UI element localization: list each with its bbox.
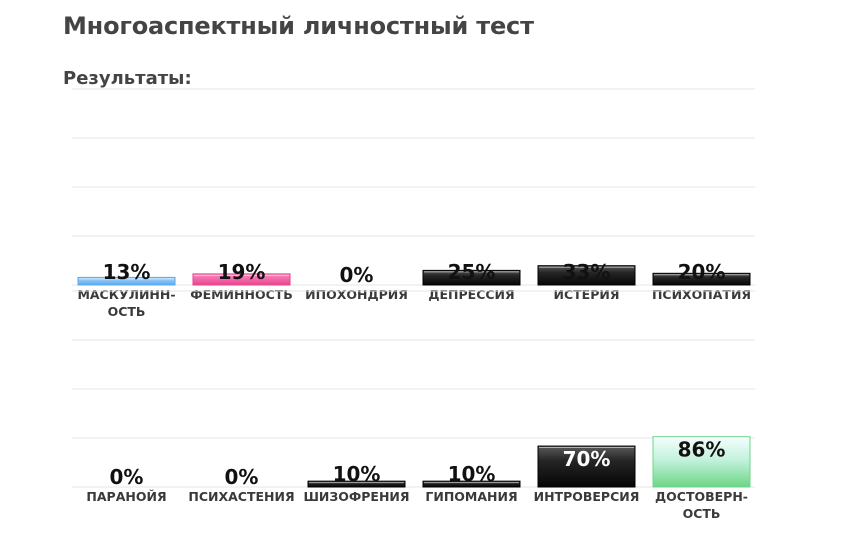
bar: [537, 445, 636, 488]
category-label: ПСИХОПАТИЯ: [652, 287, 751, 302]
bar: [422, 269, 521, 286]
value-label: 0%: [225, 465, 259, 489]
bar: [192, 273, 291, 286]
bar: [537, 265, 636, 286]
chart-panel-bottom: 0%ПАРАНОЙЯ0%ПСИХАСТЕНИЯ10%ШИЗОФРЕНИЯ10%Г…: [72, 290, 755, 521]
chart-panel-top: 13% МАСКУЛИНН-ОСТЬ 19% ФЕМИННОСТЬ 0%ИПОХОНДР…: [72, 88, 755, 319]
bar: [422, 480, 521, 488]
category-label: ИПОХОНДРИЯ: [305, 287, 408, 302]
bar: [307, 480, 406, 488]
bar: [652, 436, 751, 488]
value-label: 13%: [103, 260, 151, 284]
value-label: 86%: [678, 438, 726, 462]
value-label: 33%: [563, 260, 611, 284]
value-label: 10%: [333, 462, 381, 486]
value-label: 0%: [340, 263, 374, 287]
page-title: Многоаспектный личностный тест: [63, 12, 534, 40]
category-label: ДОСТОВЕРН-ОСТЬ: [655, 489, 748, 521]
value-label: 25%: [448, 260, 496, 284]
results-heading: Результаты:: [63, 68, 192, 89]
category-label: ПСИХАСТЕНИЯ: [188, 489, 294, 504]
value-label: 70%: [563, 447, 611, 471]
category-label: ПАРАНОЙЯ: [86, 489, 166, 504]
category-label: ГИПОМАНИЯ: [425, 489, 517, 504]
category-label: МАСКУЛИНН-ОСТЬ: [77, 287, 175, 319]
category-label: ИНТРОВЕРСИЯ: [534, 489, 640, 504]
category-label: ИСТЕРИЯ: [554, 287, 620, 302]
category-label: ДЕПРЕССИЯ: [428, 287, 514, 302]
value-label: 10%: [448, 462, 496, 486]
category-label: ФЕМИННОСТЬ: [190, 287, 293, 302]
value-label: 20%: [678, 260, 726, 284]
value-label: 19%: [218, 260, 266, 284]
value-label: 0%: [110, 465, 144, 489]
bar: [77, 276, 176, 286]
category-label: ШИЗОФРЕНИЯ: [303, 489, 409, 504]
bar: [652, 272, 751, 286]
